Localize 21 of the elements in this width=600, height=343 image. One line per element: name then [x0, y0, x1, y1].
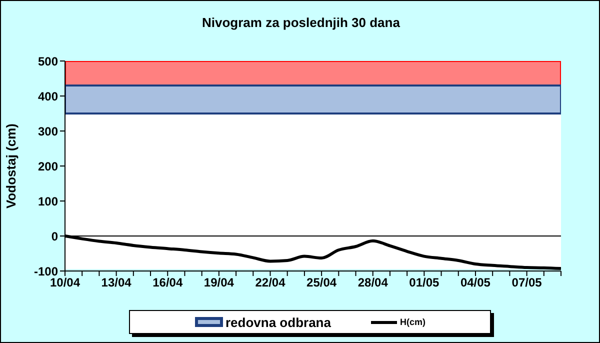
y-tick-label: 100 [38, 194, 58, 208]
x-tick-label: 28/04 [358, 276, 388, 290]
legend-label: H(cm) [400, 317, 426, 327]
x-tick-label: 19/04 [204, 276, 234, 290]
y-tick-label: 500 [38, 54, 58, 68]
y-tick-label: 300 [38, 124, 58, 138]
legend-label: redovna odbrana [226, 314, 331, 330]
x-tick-label: 01/05 [409, 276, 440, 290]
x-tick-label: 25/04 [306, 276, 337, 290]
x-tick-label: 13/04 [101, 276, 132, 290]
x-tick-label: 10/04 [50, 276, 80, 290]
y-tick-label: -100 [34, 264, 58, 278]
y-axis-title: Vodostaj (cm) [4, 124, 19, 208]
chart-title: Nivogram za poslednjih 30 dana [201, 15, 401, 30]
x-tick-label: 22/04 [255, 276, 286, 290]
x-tick-label: 16/04 [152, 276, 183, 290]
x-tick-label: 07/05 [512, 276, 542, 290]
y-tick-label: 400 [38, 89, 58, 104]
y-tick-label: 200 [38, 159, 58, 174]
x-tick-label: 04/05 [460, 276, 491, 290]
y-tick-label: 0 [51, 229, 58, 244]
